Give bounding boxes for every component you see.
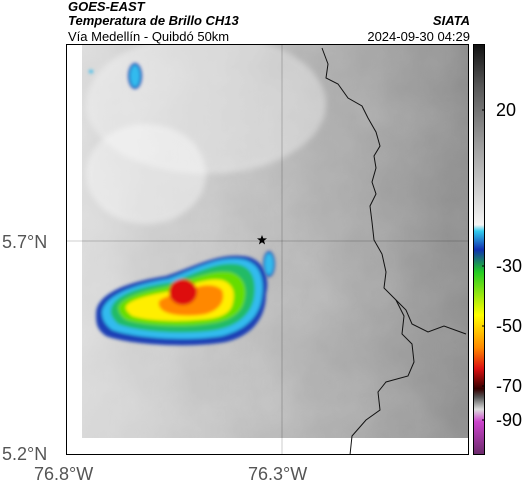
colorbar-label-20: 20 (496, 100, 517, 120)
lon-label-76-3: 76.3°W (248, 464, 308, 484)
agency-label: SIATA (432, 13, 470, 28)
satellite-title: GOES-EAST (68, 0, 145, 14)
lon-label-76-8: 76.8°W (34, 464, 94, 484)
small-cells (89, 63, 275, 277)
colorbar-label-minus50: -50 (496, 316, 523, 336)
lat-label-5-2: 5.2°N (2, 444, 48, 464)
storm-cell (96, 255, 268, 346)
lat-label-5-7: 5.7°N (2, 232, 48, 252)
cloud-field (82, 44, 469, 438)
border-lines (321, 47, 467, 455)
timestamp: 2024-09-30 04:29 (367, 29, 470, 44)
colorbar-label-minus90: -90 (496, 410, 523, 430)
grid-lines (66, 44, 469, 455)
star-icon (257, 235, 267, 245)
map-margin-bottom (82, 438, 469, 455)
colorbar (473, 44, 485, 455)
satellite-map[interactable] (66, 44, 469, 455)
colorbar-label-minus30: -30 (496, 256, 523, 276)
colorbar-label-minus70: -70 (496, 376, 523, 396)
route-subtitle: Vía Medellín - Quibdó 50km (68, 29, 230, 44)
product-title: Temperatura de Brillo CH13 (68, 13, 239, 28)
map-margin-left (66, 44, 82, 455)
